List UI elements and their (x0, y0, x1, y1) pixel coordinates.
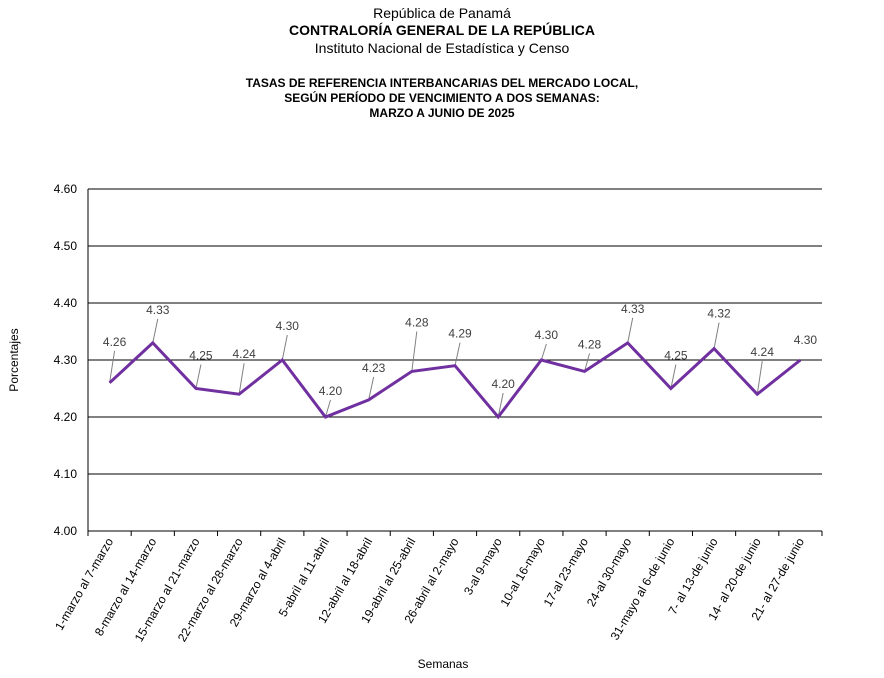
series-line-group (108, 340, 802, 420)
leader-line (152, 318, 159, 344)
data-label: 4.28 (405, 315, 429, 329)
x-tick-label: 17-al 23-mayo (541, 535, 592, 609)
leader-line (713, 322, 720, 349)
leader-line (109, 350, 116, 383)
leader-line (281, 334, 288, 361)
chart-title-line2: SEGÚN PERÍODO DE VENCIMIENTO A DOS SEMAN… (284, 91, 600, 105)
data-label: 4.29 (448, 327, 472, 341)
y-tick-label: 4.20 (54, 410, 78, 424)
institute-heading: Instituto Nacional de Estadística y Cens… (314, 40, 570, 56)
data-label: 4.20 (491, 377, 515, 391)
leader-line (324, 399, 331, 418)
data-label: 4.30 (535, 328, 559, 342)
leader-line (584, 353, 591, 372)
data-label: 4.25 (664, 349, 688, 363)
x-tick-label: 3-al 9-mayo (461, 535, 505, 597)
y-axis-label: Porcentajes (7, 328, 21, 391)
data-label: 4.25 (189, 349, 213, 363)
data-label: 4.24 (232, 347, 256, 361)
y-tick-label: 4.10 (54, 467, 78, 481)
y-tick-label: 4.00 (54, 524, 78, 538)
data-label: 4.33 (146, 303, 170, 317)
y-tick-label: 4.50 (54, 239, 78, 253)
y-tick-labels: 4.00 4.10 4.20 4.30 4.40 4.50 4.60 (54, 182, 78, 538)
leader-line (238, 363, 245, 395)
country-heading: República de Panamá (373, 5, 511, 21)
gridlines (87, 188, 823, 536)
y-tick-label: 4.40 (54, 296, 78, 310)
leader-line (670, 364, 677, 389)
leader-line (411, 331, 418, 372)
institution-heading: CONTRALORÍA GENERAL DE LA REPÚBLICA (289, 22, 595, 38)
leader-line (368, 376, 375, 401)
y-tick-label: 4.60 (54, 182, 78, 196)
chart-title-line3: MARZO A JUNIO DE 2025 (369, 106, 515, 120)
data-label: 4.23 (362, 361, 386, 375)
series-line (108, 340, 802, 420)
leader-line (497, 392, 504, 418)
leader-line (454, 342, 461, 366)
leader-line (540, 343, 547, 361)
leader-line (195, 364, 202, 389)
x-axis-label: Semanas (418, 657, 469, 671)
data-label: 4.32 (707, 307, 731, 321)
leader-line (756, 361, 763, 395)
data-label: 4.30 (794, 333, 818, 347)
data-label: 4.20 (319, 384, 343, 398)
data-label: 4.33 (621, 302, 645, 316)
label-leader-lines (109, 317, 763, 418)
data-labels: 4.26 4.33 4.25 4.24 4.30 4.20 4.23 4.28 4.29 4.20… (103, 302, 818, 398)
data-label: 4.30 (276, 319, 300, 333)
data-label: 4.26 (103, 335, 127, 349)
chart-title: TASAS DE REFERENCIA INTERBANCARIAS DEL M… (245, 76, 639, 90)
data-label: 4.28 (578, 337, 602, 351)
x-tick-label: 24-al 30-mayo (584, 535, 635, 609)
leader-line (627, 317, 634, 343)
x-tick-label: 10-al 16-mayo (497, 535, 548, 609)
y-tick-label: 4.30 (54, 353, 78, 367)
data-label: 4.24 (751, 345, 775, 359)
